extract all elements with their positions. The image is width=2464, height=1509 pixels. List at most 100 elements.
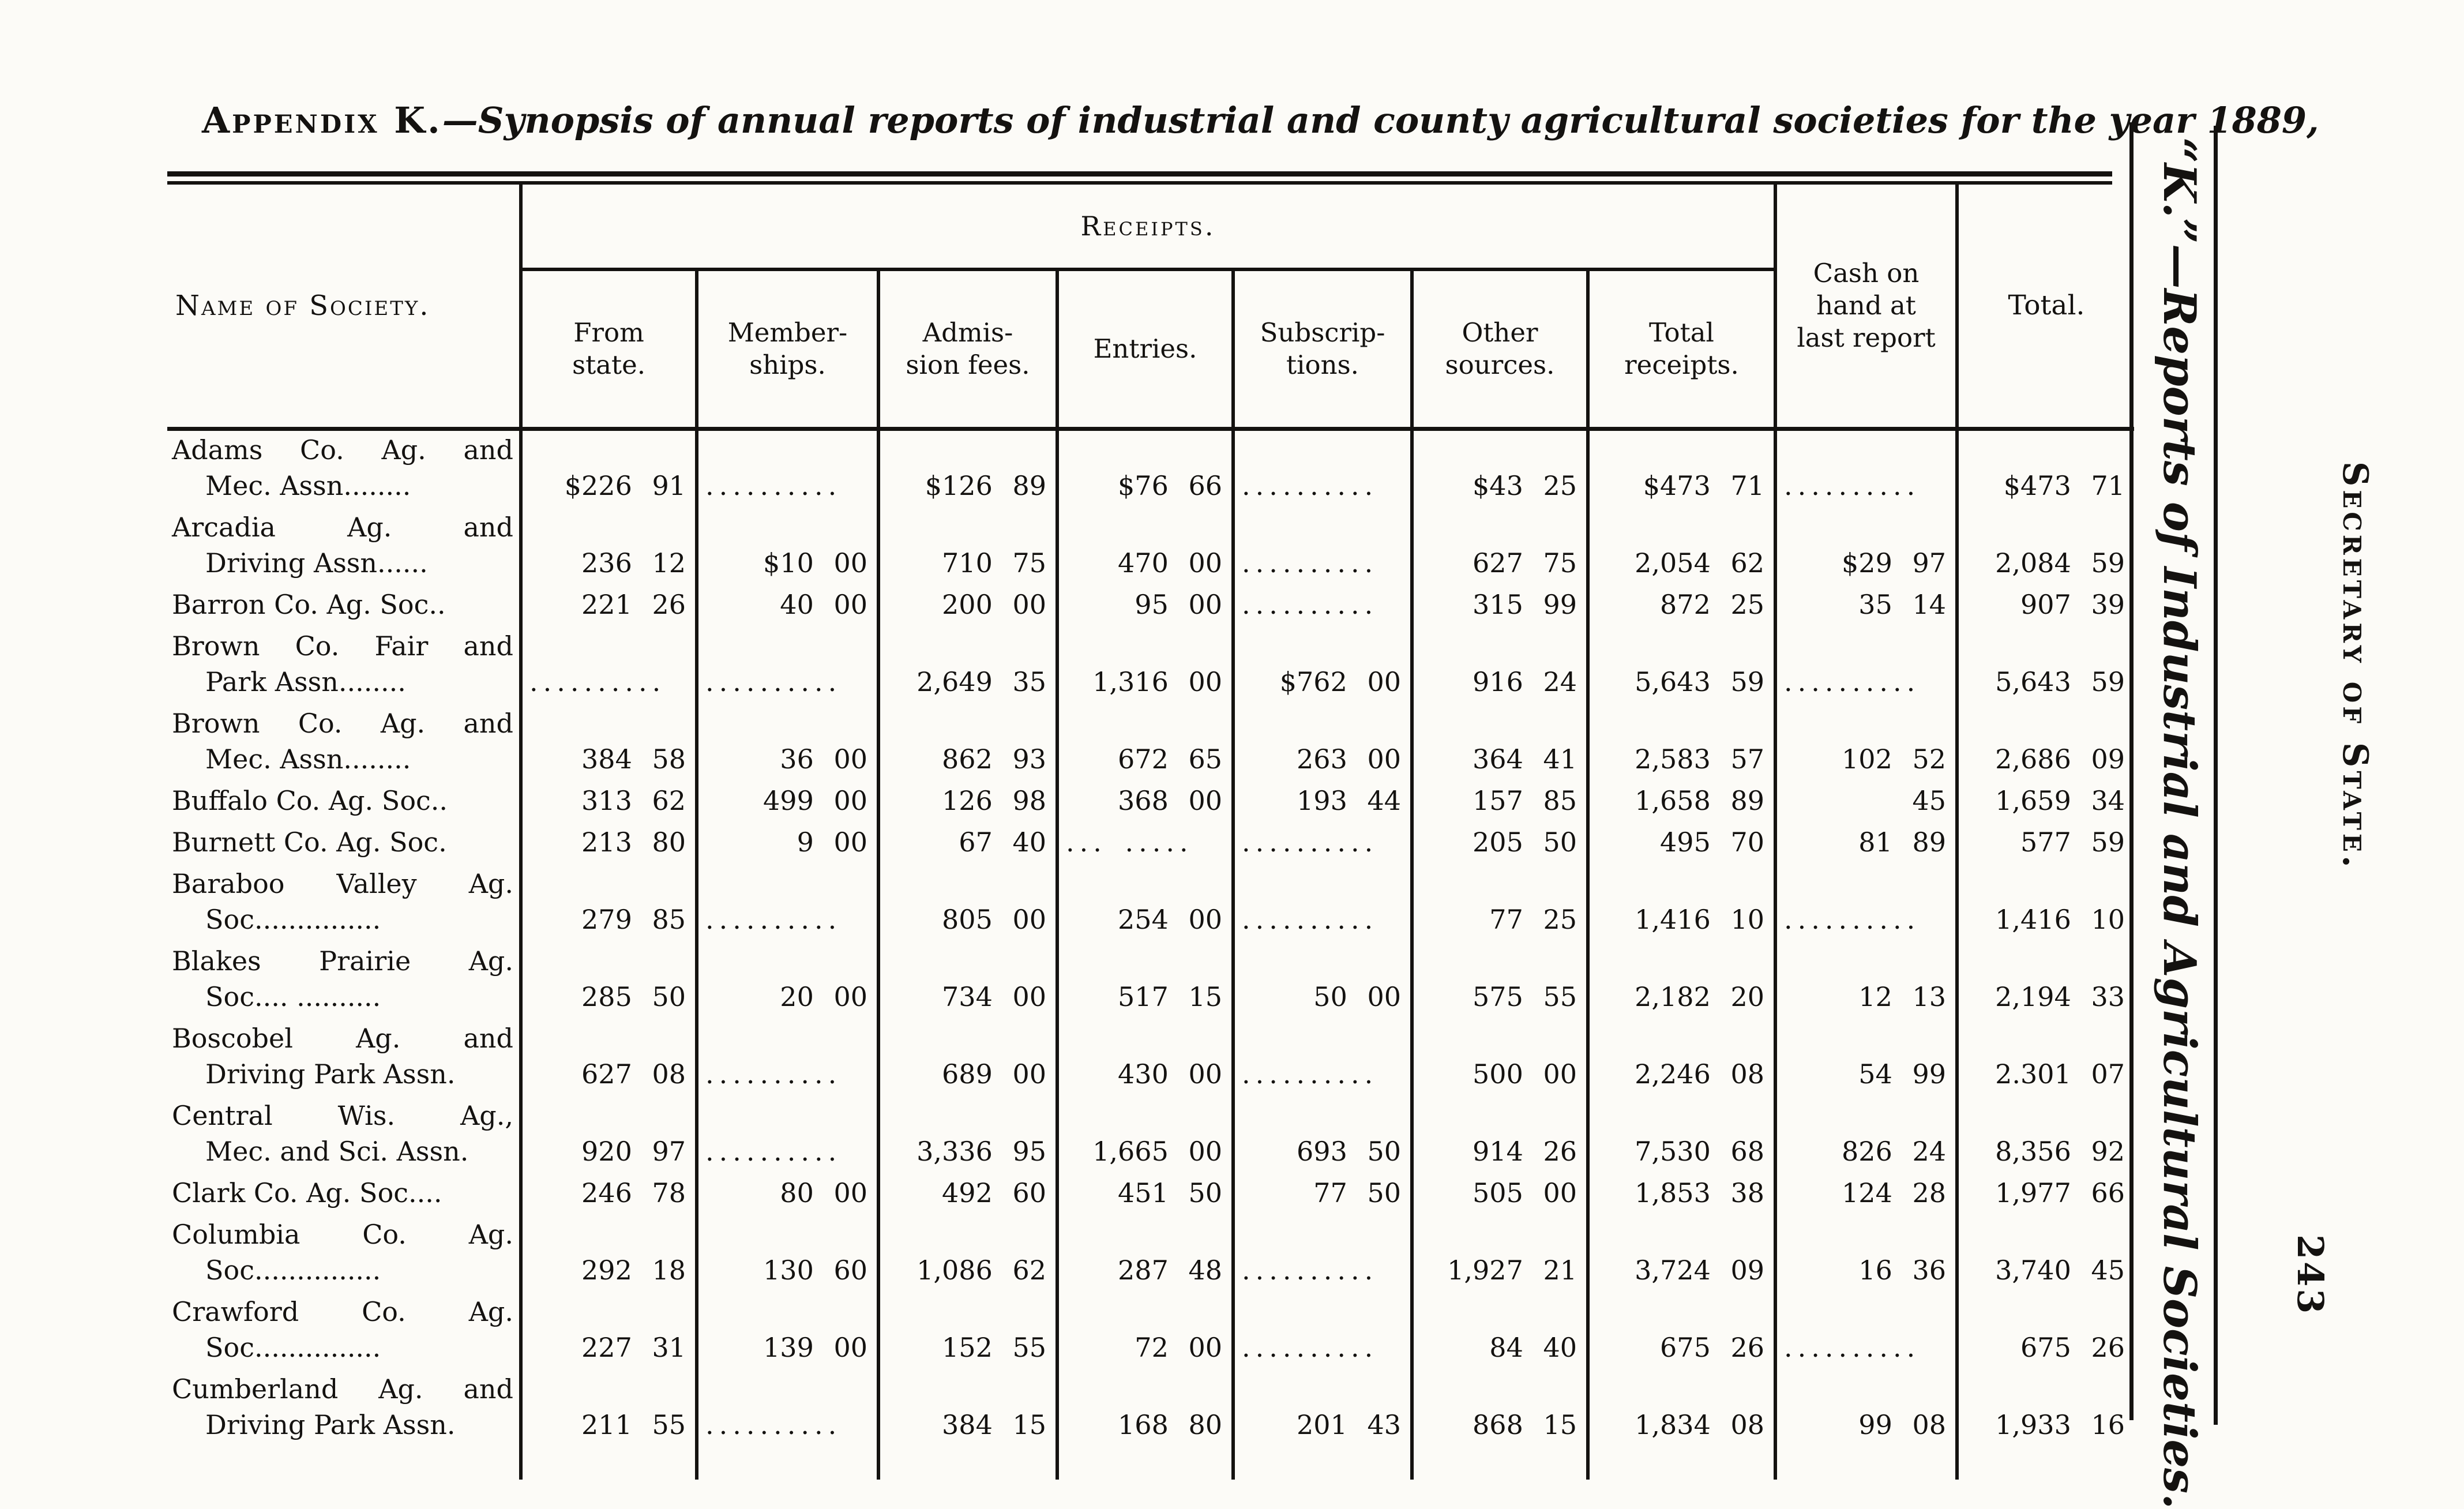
value-cell-cash-on-hand: 99 08	[1774, 1370, 1955, 1447]
value-cell-entries: $76 66	[1056, 431, 1231, 508]
value-cell-other-sources: 575 55	[1410, 942, 1586, 1019]
column-header: From state.	[519, 271, 695, 427]
value-cell-other-sources: 157 85	[1410, 782, 1586, 823]
value-cell-other-sources: 205 50	[1410, 823, 1586, 865]
value-cell-from-state: 246 78	[519, 1174, 695, 1215]
value-cell-entries: 287 48	[1056, 1215, 1231, 1293]
page-number: 243	[2289, 1234, 2331, 1316]
value-cell-cash-on-hand: ..........	[1774, 865, 1955, 942]
table-header: Name of Society. Receipts. From state. M…	[167, 185, 2134, 431]
value-cell-memberships: 20 00	[695, 942, 877, 1019]
value-cell-cash-on-hand: $29 97	[1774, 508, 1955, 585]
double-rule	[167, 171, 2112, 185]
value-cell-admission-fees: 2,649 35	[877, 627, 1056, 704]
value-cell-other-sources: 1,927 21	[1410, 1215, 1586, 1293]
society-name-cell: Burnett Co. Ag. Soc.	[167, 823, 519, 865]
table-row: Clark Co. Ag. Soc.... 246 78 80 00 492 6…	[167, 1174, 2134, 1215]
table-row: Columbia Co. Ag. Soc............... 292 …	[167, 1215, 2134, 1293]
society-name-line2: Soc...............	[205, 1255, 381, 1286]
value-cell-admission-fees: 200 00	[877, 585, 1056, 627]
value-cell-entries: ... .....	[1056, 823, 1231, 865]
appendix-label: Appendix K.	[202, 99, 442, 141]
value-cell-total-receipts: 1,853 38	[1586, 1174, 1774, 1215]
value-cell-total: 5,643 59	[1955, 627, 2134, 704]
value-cell-other-sources: 916 24	[1410, 627, 1586, 704]
value-cell-memberships: 9 00	[695, 823, 877, 865]
society-name-line2: Driving Assn......	[205, 547, 428, 579]
value-cell-total: 2,194 33	[1955, 942, 2134, 1019]
society-name-line1: Barron Co. Ag. Soc..	[172, 589, 446, 620]
value-cell-other-sources: $43 25	[1410, 431, 1586, 508]
value-cell-entries: 451 50	[1056, 1174, 1231, 1215]
society-name-cell: Buffalo Co. Ag. Soc..	[167, 782, 519, 823]
value-cell-from-state: 221 26	[519, 585, 695, 627]
receipts-subheaders: From state. Member- ships. Admis- sion f…	[519, 271, 1774, 427]
society-name-cell: Blakes Prairie Ag. Soc.... ..........	[167, 942, 519, 1019]
value-cell-total-receipts: 2,054 62	[1586, 508, 1774, 585]
value-cell-other-sources: 77 25	[1410, 865, 1586, 942]
value-cell-total: $473 71	[1955, 431, 2134, 508]
value-cell-entries: 470 00	[1056, 508, 1231, 585]
column-header: Admis- sion fees.	[877, 271, 1056, 427]
value-cell-total: 675 26	[1955, 1293, 2134, 1370]
value-cell-from-state: 920 97	[519, 1097, 695, 1174]
value-cell-subscriptions: ..........	[1231, 823, 1410, 865]
value-cell-memberships: 40 00	[695, 585, 877, 627]
value-cell-admission-fees: $126 89	[877, 431, 1056, 508]
value-cell-other-sources: 364 41	[1410, 704, 1586, 782]
value-cell-admission-fees: 3,336 95	[877, 1097, 1056, 1174]
table-row: Blakes Prairie Ag. Soc.... .......... 28…	[167, 942, 2134, 1019]
society-name-cell: Baraboo Valley Ag. Soc...............	[167, 865, 519, 942]
value-cell-admission-fees: 1,086 62	[877, 1215, 1056, 1293]
value-cell-entries: 95 00	[1056, 585, 1231, 627]
value-cell-memberships: ..........	[695, 627, 877, 704]
value-cell-entries: 672 65	[1056, 704, 1231, 782]
value-cell-from-state: 627 08	[519, 1019, 695, 1097]
value-cell-subscriptions: ..........	[1231, 585, 1410, 627]
society-name-line2: Soc...............	[205, 904, 381, 935]
value-cell-from-state: 384 58	[519, 704, 695, 782]
value-cell-other-sources: 315 99	[1410, 585, 1586, 627]
column-header-total: Total.	[1955, 185, 2134, 427]
value-cell-subscriptions: $762 00	[1231, 627, 1410, 704]
value-cell-admission-fees: 689 00	[877, 1019, 1056, 1097]
society-name-line2: Mec. Assn........	[205, 470, 411, 501]
society-name-line1: Arcadia Ag. and	[172, 512, 513, 543]
table-row: Arcadia Ag. and Driving Assn...... 236 1…	[167, 508, 2134, 585]
column-header: Member- ships.	[695, 271, 877, 427]
value-cell-subscriptions: ..........	[1231, 431, 1410, 508]
table-row: Burnett Co. Ag. Soc. 213 80 9 00 67 40 .…	[167, 823, 2134, 865]
society-name-line2: Soc.... ..........	[205, 981, 381, 1012]
value-cell-entries: 368 00	[1056, 782, 1231, 823]
society-name-line2: Driving Park Assn.	[205, 1409, 456, 1440]
table-row: Barron Co. Ag. Soc.. 221 26 40 00 200 00…	[167, 585, 2134, 627]
society-name-line2: Mec. Assn........	[205, 744, 411, 775]
society-name-line2: Soc...............	[205, 1332, 381, 1363]
value-cell-from-state: $226 91	[519, 431, 695, 508]
value-cell-memberships: 139 00	[695, 1293, 877, 1370]
value-cell-memberships: $10 00	[695, 508, 877, 585]
society-name-cell: Clark Co. Ag. Soc....	[167, 1174, 519, 1215]
value-cell-cash-on-hand: 81 89	[1774, 823, 1955, 865]
value-cell-admission-fees: 67 40	[877, 823, 1056, 865]
value-cell-admission-fees: 492 60	[877, 1174, 1056, 1215]
value-cell-memberships: 80 00	[695, 1174, 877, 1215]
society-name-line1: Cumberland Ag. and	[172, 1373, 513, 1405]
value-cell-admission-fees: 384 15	[877, 1370, 1056, 1447]
value-cell-subscriptions: 693 50	[1231, 1097, 1410, 1174]
value-cell-total: 2,084 59	[1955, 508, 2134, 585]
report-table: Name of Society. Receipts. From state. M…	[167, 185, 2134, 1480]
column-header-cash-on-hand: Cash on hand at last report	[1774, 185, 1955, 427]
society-name-cell: Cumberland Ag. and Driving Park Assn.	[167, 1370, 519, 1447]
value-cell-other-sources: 868 15	[1410, 1370, 1586, 1447]
value-cell-subscriptions: 77 50	[1231, 1174, 1410, 1215]
value-cell-subscriptions: ..........	[1231, 1215, 1410, 1293]
value-cell-subscriptions: 201 43	[1231, 1370, 1410, 1447]
value-cell-total-receipts: 1,658 89	[1586, 782, 1774, 823]
society-name-cell: Arcadia Ag. and Driving Assn......	[167, 508, 519, 585]
society-name-cell: Columbia Co. Ag. Soc...............	[167, 1215, 519, 1293]
value-cell-total: 2,686 09	[1955, 704, 2134, 782]
society-name-line1: Brown Co. Ag. and	[172, 708, 513, 739]
society-name-line1: Buffalo Co. Ag. Soc..	[172, 785, 448, 816]
society-name-line1: Brown Co. Fair and	[172, 630, 513, 662]
